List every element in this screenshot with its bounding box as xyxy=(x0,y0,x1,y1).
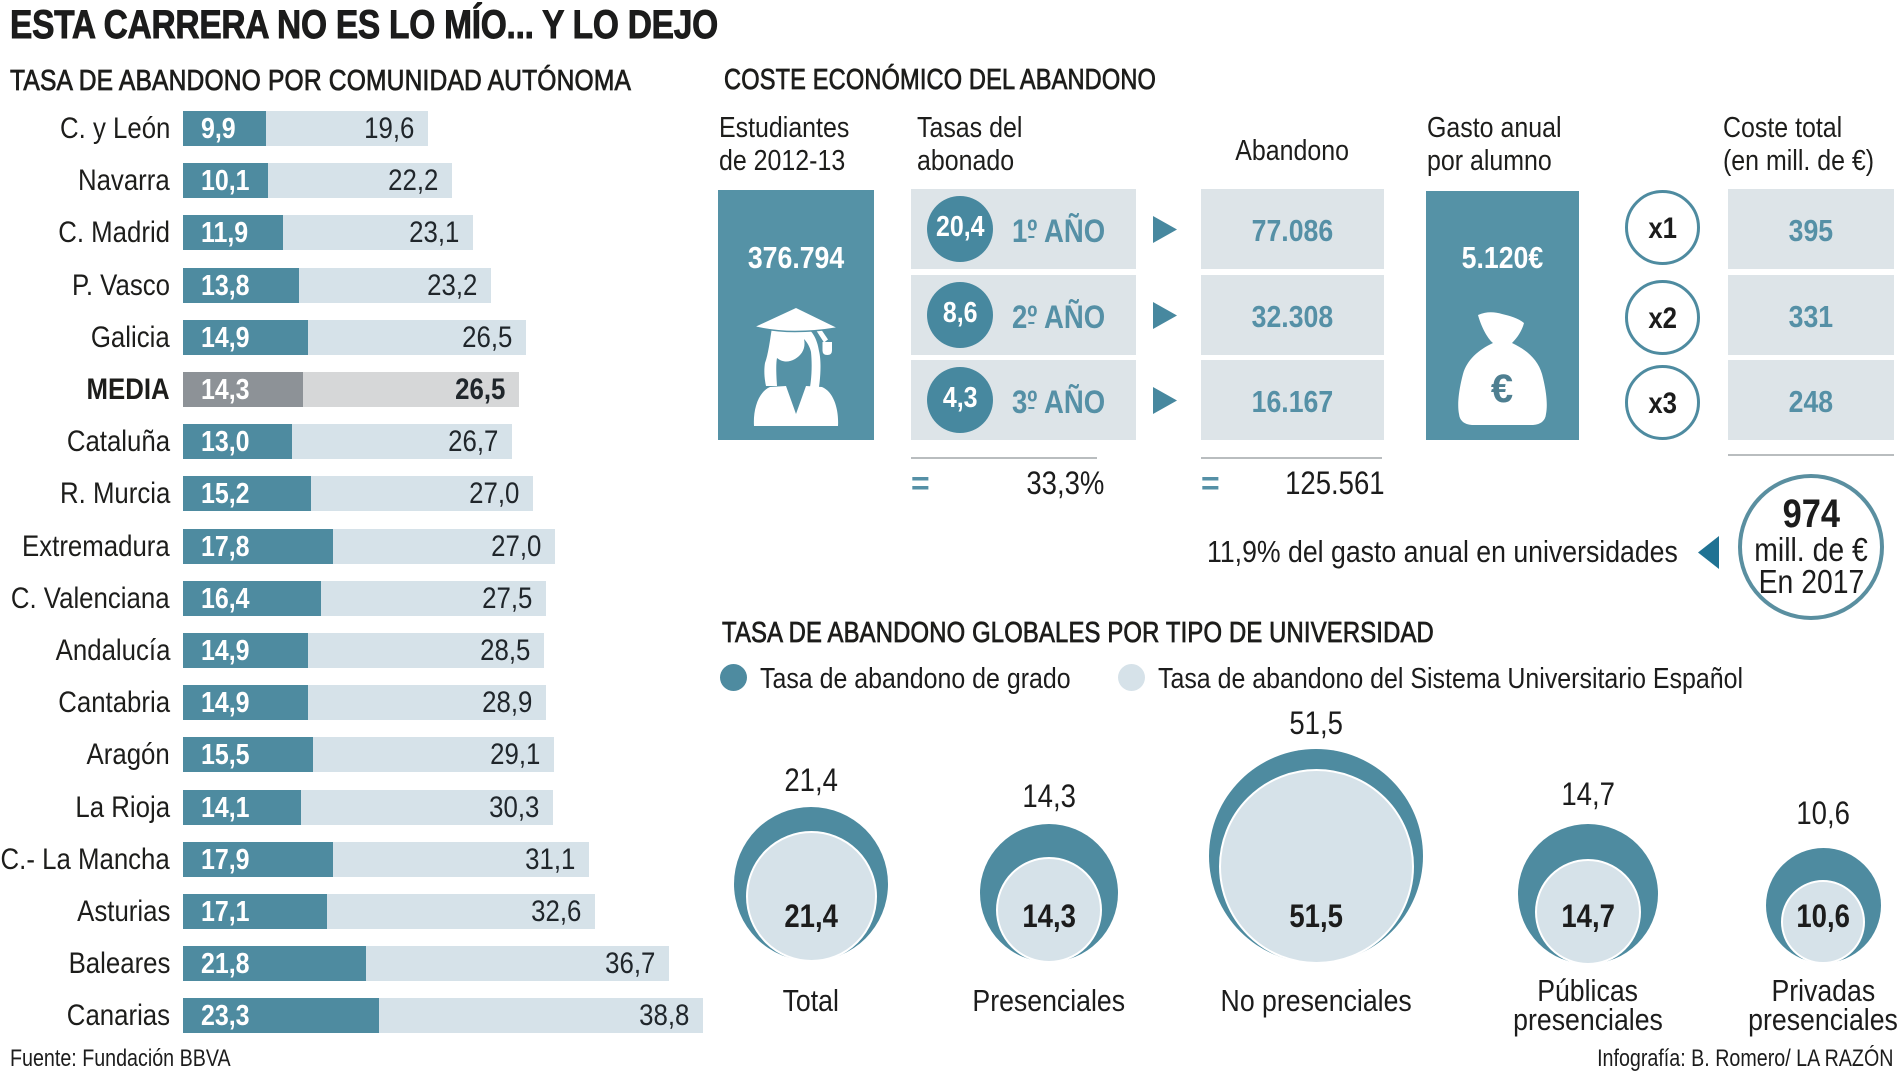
svg-text:€: € xyxy=(1491,367,1513,411)
